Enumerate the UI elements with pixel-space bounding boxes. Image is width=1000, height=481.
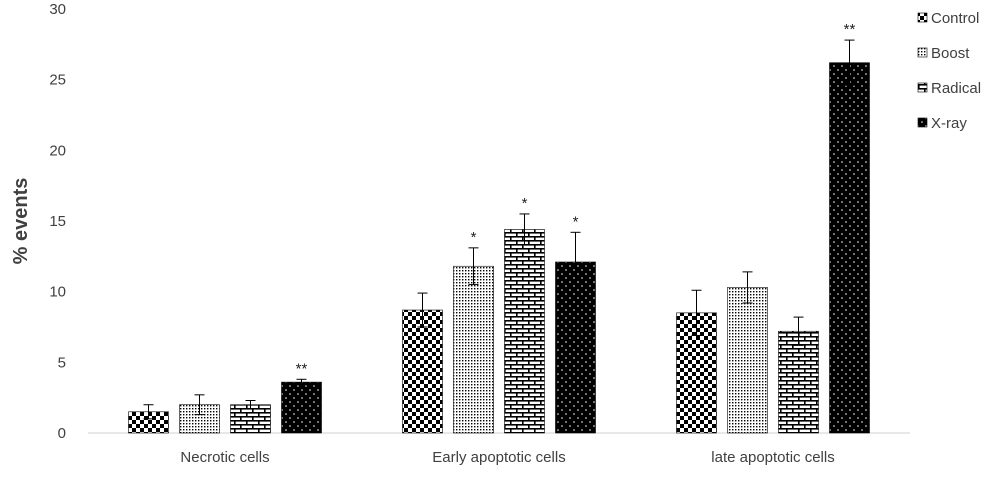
significance-marker: * (522, 195, 528, 212)
y-tick-label: 15 (49, 213, 66, 230)
legend: Control Boost Radical X-ray (917, 10, 981, 132)
category-labels: Necrotic cells Early apoptotic cells late … (180, 449, 834, 466)
y-tick-label: 10 (49, 284, 66, 301)
y-tick-label: 25 (49, 72, 66, 89)
significance-marker: ** (296, 360, 308, 377)
y-tick-label: 5 (58, 354, 66, 371)
category-label: late apoptotic cells (711, 449, 834, 466)
legend-swatch-boost (917, 47, 928, 58)
significance-marker: * (471, 229, 477, 246)
legend-label-x-ray: X-ray (931, 115, 967, 132)
bar-x-ray-0 (281, 381, 322, 434)
y-tick-label: 30 (49, 1, 66, 18)
bar-series: ******* (128, 21, 870, 434)
legend-label-radical: Radical (931, 80, 981, 97)
bar-boost-2 (727, 287, 768, 434)
y-tick-labels: 0 5 10 15 20 25 30 (49, 1, 66, 442)
significance-marker: ** (844, 21, 856, 38)
legend-swatch-control (917, 12, 928, 23)
category-label: Early apoptotic cells (432, 449, 565, 466)
bar-radical-1 (504, 229, 545, 434)
legend-label-boost: Boost (931, 45, 970, 62)
bar-x-ray-2 (829, 62, 870, 434)
legend-swatch-radical (917, 82, 928, 93)
bar-radical-2 (778, 330, 819, 434)
bar-boost-1 (453, 265, 494, 434)
legend-label-control: Control (931, 10, 979, 27)
category-label: Necrotic cells (180, 449, 269, 466)
legend-swatch-x-ray (917, 117, 928, 128)
significance-marker: * (573, 213, 579, 230)
bar-control-1 (402, 309, 443, 434)
y-tick-label: 0 (58, 425, 66, 442)
y-tick-label: 20 (49, 142, 66, 159)
y-axis-title: % events (10, 178, 32, 265)
